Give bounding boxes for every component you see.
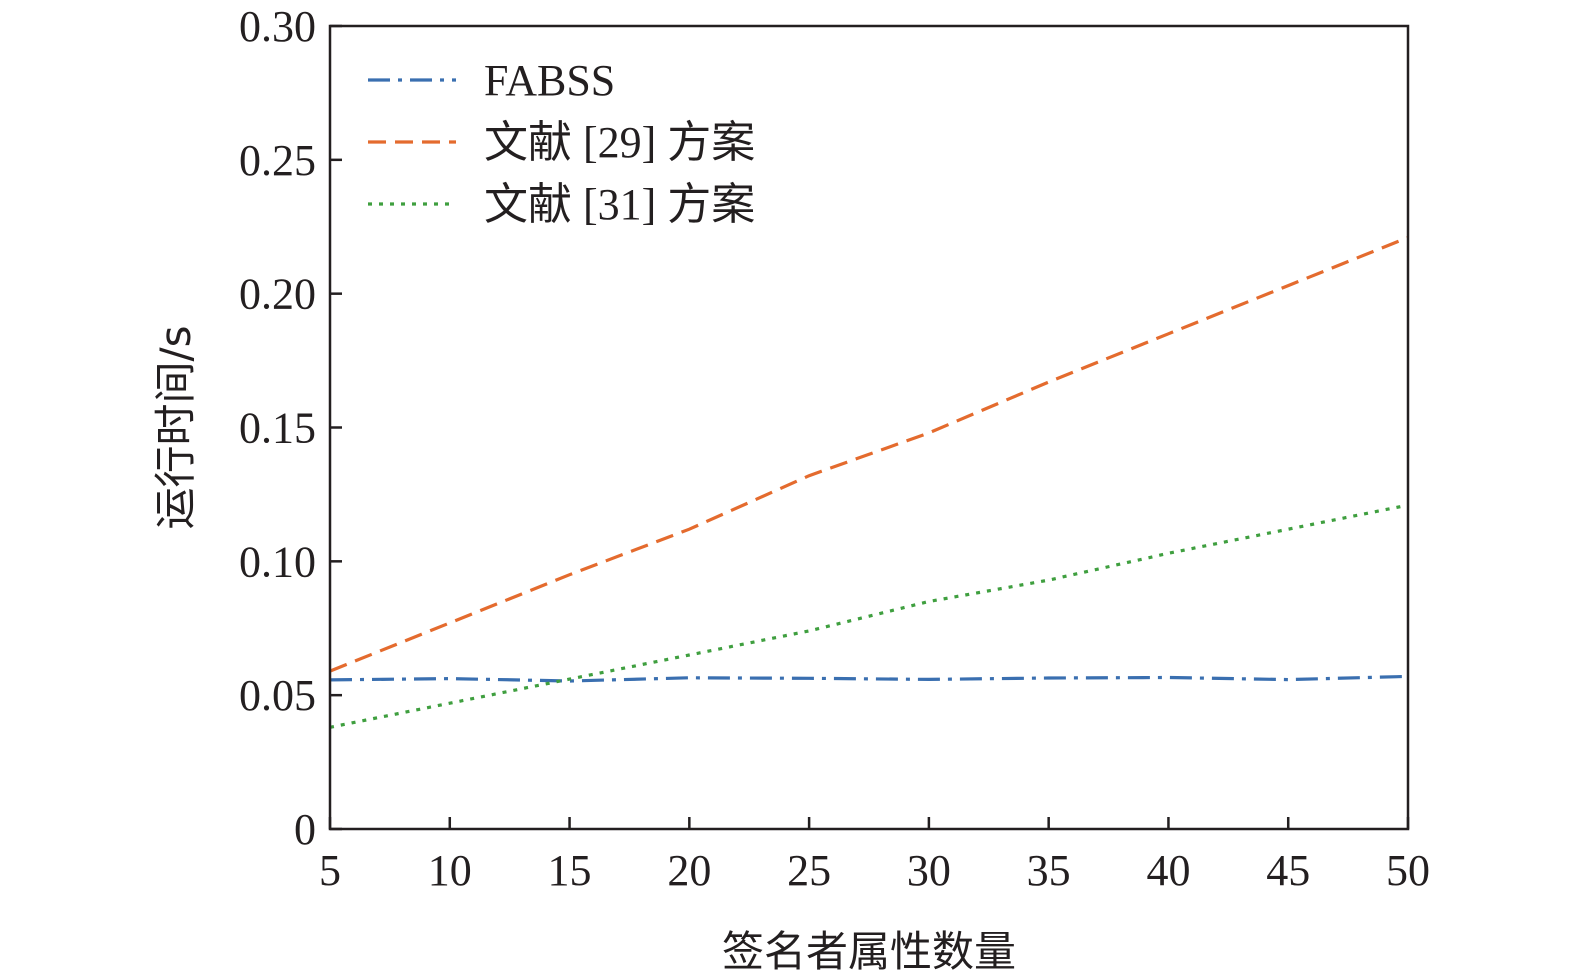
x-tick-label: 20	[667, 846, 711, 895]
x-tick-label: 10	[428, 846, 472, 895]
x-tick-label: 50	[1386, 846, 1430, 895]
series-layer	[329, 236, 1409, 729]
y-tick-label: 0.25	[239, 136, 316, 185]
y-tick-label: 0.30	[239, 2, 316, 51]
y-axis-title: 运行时间/s	[151, 325, 200, 529]
x-tick-label: 25	[787, 846, 831, 895]
y-tick-label: 0.10	[239, 537, 316, 586]
x-tick-label: 30	[907, 846, 951, 895]
x-axis: 5 10 15 20 25 30 35 40 45 50	[319, 817, 1430, 895]
x-tick-label: 45	[1266, 846, 1310, 895]
series-line-3	[329, 503, 1409, 729]
x-tick-label: 35	[1027, 846, 1071, 895]
y-tick-label: 0.15	[239, 404, 316, 453]
legend-label-2: 文献 [29] 方案	[484, 118, 755, 167]
x-axis-title: 签名者属性数量	[722, 927, 1016, 976]
legend-label-1: FABSS	[484, 56, 615, 105]
y-tick-label: 0.05	[239, 671, 316, 720]
x-tick-label: 15	[548, 846, 592, 895]
series-line-1	[329, 674, 1409, 683]
x-tick-label: 40	[1146, 846, 1190, 895]
y-tick-label: 0.20	[239, 270, 316, 319]
series-line-2	[329, 236, 1409, 673]
y-tick-label: 0	[294, 805, 316, 854]
y-axis: 0 0.05 0.10 0.15 0.20 0.25 0.30	[239, 2, 342, 854]
legend-label-3: 文献 [31] 方案	[484, 180, 755, 229]
x-tick-label: 5	[319, 846, 341, 895]
